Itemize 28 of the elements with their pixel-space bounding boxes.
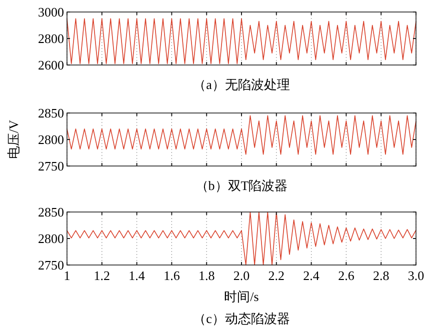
y-tick-label: 2750 xyxy=(38,258,64,272)
line-series xyxy=(66,212,416,266)
line-series xyxy=(66,115,416,155)
x-axis-title: 时间/s xyxy=(224,289,259,304)
x-tick-label: 3.0 xyxy=(408,268,424,283)
y-tick-label: 2600 xyxy=(38,58,64,72)
x-tick-label: 2.6 xyxy=(338,268,355,283)
line-series xyxy=(66,18,416,64)
y-tick-label: 2800 xyxy=(38,231,64,246)
y-tick-label: 2850 xyxy=(38,106,64,120)
x-tick-label: 1.8 xyxy=(198,268,215,283)
x-tick-label: 2.4 xyxy=(303,268,320,283)
x-tick-label: 1.4 xyxy=(128,268,146,283)
y-axis-title: 电压/V xyxy=(6,119,21,159)
y-tick-label: 2800 xyxy=(38,31,64,46)
x-tick-label: 2.0 xyxy=(233,268,250,283)
y-tick-label: 2800 xyxy=(38,132,64,147)
y-tick-label: 3000 xyxy=(38,4,64,20)
x-tick-label: 1.2 xyxy=(94,268,110,283)
x-tick-label: 2.2 xyxy=(268,268,285,283)
text: （b）双T陷波器 xyxy=(195,178,288,193)
text: （c）动态陷波器 xyxy=(193,311,290,326)
x-tick-label: 1.6 xyxy=(164,268,180,283)
y-tick-label: 2850 xyxy=(38,204,64,220)
text: （a）无陷波处理 xyxy=(193,77,290,92)
x-tick-label: 2.8 xyxy=(372,268,390,283)
x-tick-label: 1 xyxy=(64,268,70,283)
y-tick-label: 2750 xyxy=(38,158,64,174)
